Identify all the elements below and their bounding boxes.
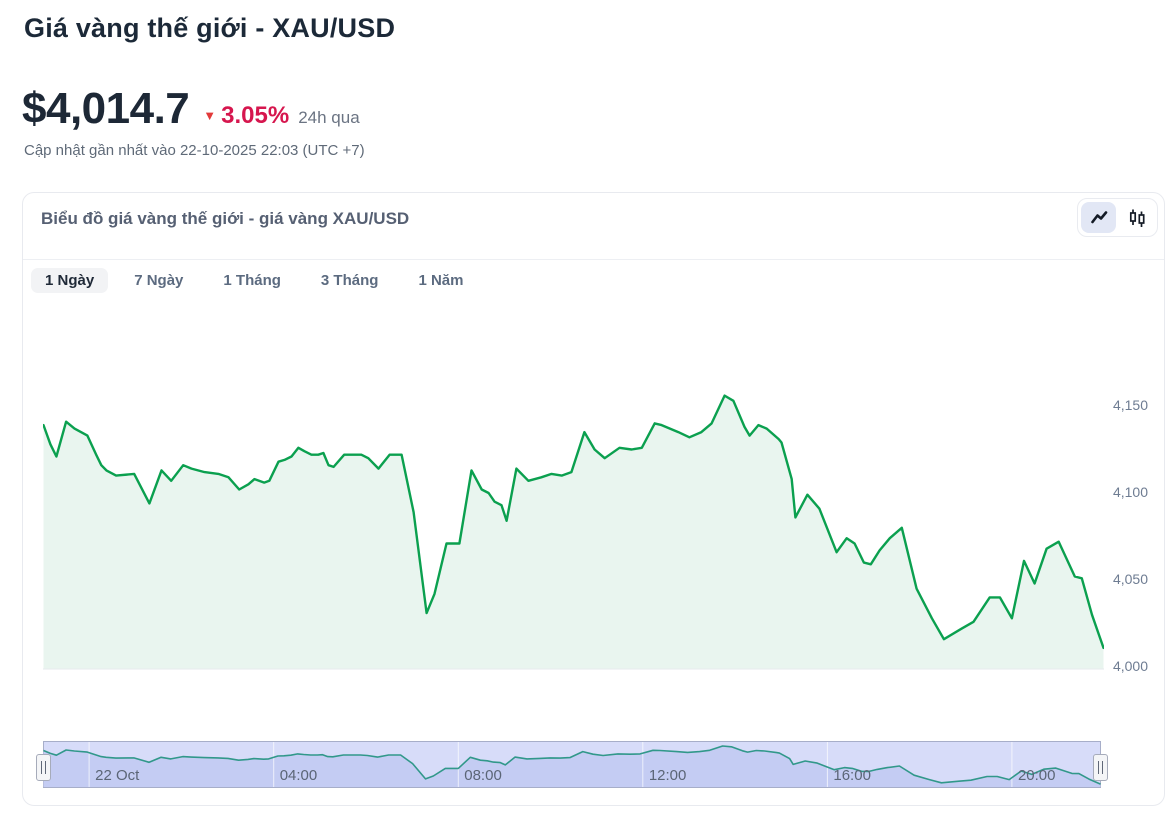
price-row: $4,014.7 ▼ 3.05% 24h qua [22,84,360,134]
price-change-period: 24h qua [298,108,360,127]
header-divider [23,259,1164,260]
y-axis-label: 4,050 [1112,571,1148,587]
left-navigator-handle[interactable] [36,754,51,781]
price-down-arrow-icon: ▼ [203,108,217,123]
right-navigator-handle[interactable] [1093,754,1108,781]
chart-card-title: Biểu đồ giá vàng thế giới - giá vàng XAU… [41,209,410,228]
candlestick-icon [1129,209,1145,227]
chart-card: Biểu đồ giá vàng thế giới - giá vàng XAU… [22,192,1165,806]
navigator-time-label: 20:00 [1017,767,1056,784]
navigator-time-label: 04:00 [279,767,318,784]
grip-icon [1098,761,1103,774]
current-price: $4,014.7 [22,84,190,133]
grip-icon [41,761,46,774]
chart-type-toggle [1077,198,1158,237]
candlestick-toggle-button[interactable] [1119,202,1154,233]
range-tab-5[interactable]: 1 Năm [404,268,477,293]
price-change-percent: 3.05% [221,102,290,129]
navigator-time-label: 16:00 [833,767,871,784]
range-tab-1[interactable]: 1 Ngày [31,268,109,293]
range-tab-3[interactable]: 1 Tháng [209,268,295,293]
y-axis-label: 4,100 [1112,484,1148,500]
line-chart-icon [1090,210,1107,223]
main-chart-svg[interactable] [43,371,1104,671]
line-chart-toggle-button[interactable] [1081,202,1116,233]
y-axis-label: 4,150 [1112,397,1148,413]
range-tabs: 1 Ngày 7 Ngày 1 Tháng 3 Tháng 1 Năm [31,268,477,293]
y-axis-label: 4,000 [1112,658,1148,674]
price-chart-area: 4,150 4,100 4,050 4,000 22 Oct 04:00 08:00 12:… [23,193,1164,805]
navigator-time-label: 22 Oct [95,767,140,784]
page-title: Giá vàng thế giới - XAU/USD [24,13,396,43]
range-tab-4[interactable]: 3 Tháng [307,268,393,293]
range-tab-2[interactable]: 7 Ngày [120,268,197,293]
navigator-time-label: 08:00 [464,767,502,784]
last-updated-text: Cập nhật gần nhất vào 22-10-2025 22:03 (… [24,142,365,159]
navigator-svg[interactable] [43,741,1101,788]
navigator-time-label: 12:00 [648,767,687,784]
